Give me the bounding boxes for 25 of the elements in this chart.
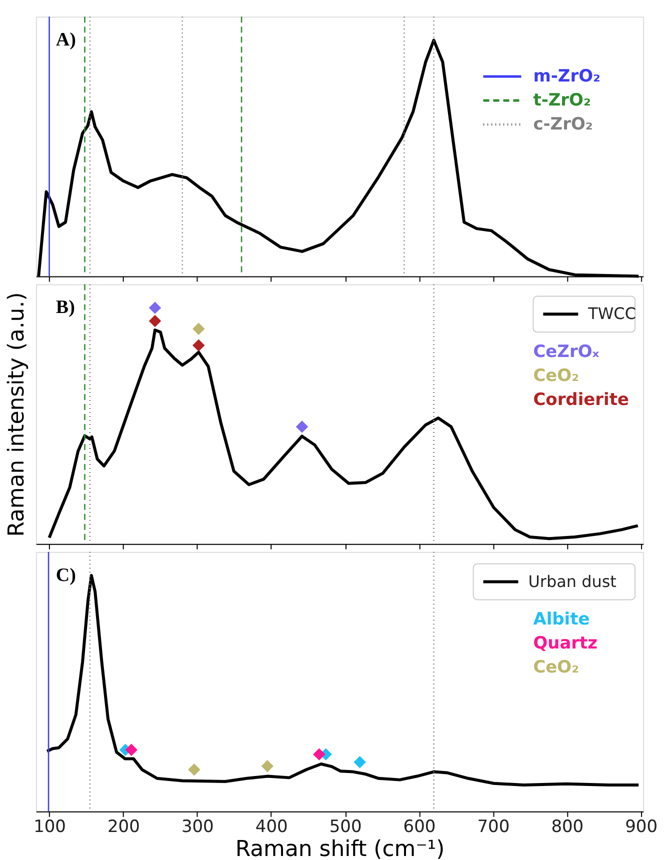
ref-line-label: m-ZrO₂ [533,66,600,87]
text: CeO₂ [533,366,580,386]
chart-title: B) [56,297,75,318]
x-tick-label: 100 [34,816,66,837]
x-tick-label: 800 [551,816,584,837]
x-tick-label: 400 [255,816,288,837]
x-tick-label: 200 [108,816,140,837]
text: Quartz [533,634,598,654]
legend-label: TWCC [587,304,636,324]
x-tick-label: 900 [625,816,658,837]
text: CeO₂ [533,658,580,678]
chart-title: A) [56,30,76,51]
x-axis-title: Raman shift (cm⁻¹) [235,836,445,860]
y-axis-title: Raman intensity (a.u.) [4,292,30,537]
text: Cordierite [533,390,629,410]
x-tick-label: 300 [181,816,214,837]
x-tick-label: 500 [329,816,362,837]
x-tick-label: 700 [477,816,510,837]
ref-line-label: c-ZrO₂ [533,114,593,134]
text: CeZrOₓ [533,342,600,362]
chart-title: C) [56,564,76,586]
x-tick-label: 600 [403,816,436,837]
ref-line-label: t-ZrO₂ [533,90,591,110]
legend-label: Urban dust [528,572,616,591]
text: Albite [533,610,590,630]
